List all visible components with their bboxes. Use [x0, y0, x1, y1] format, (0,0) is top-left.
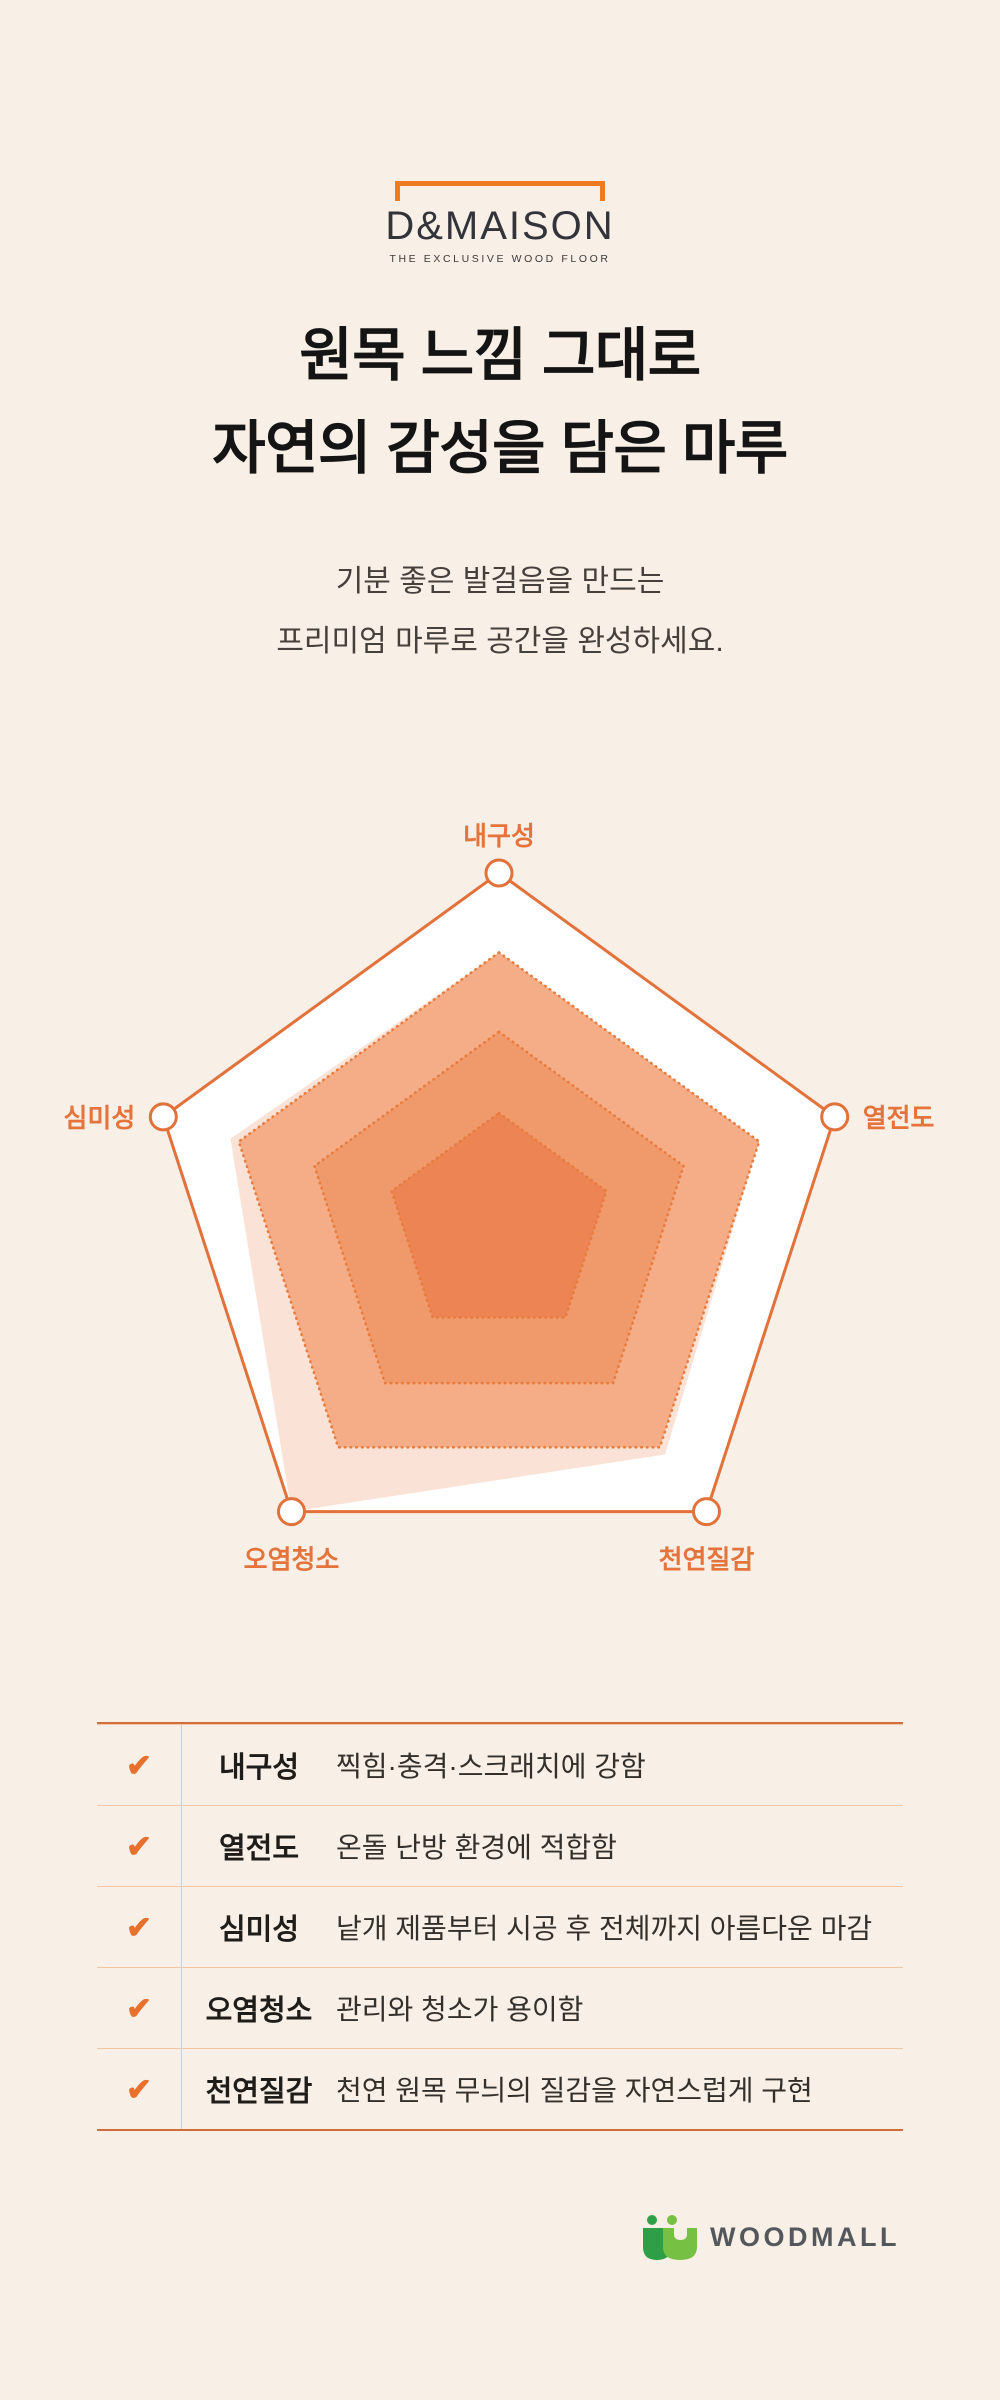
feature-desc: 천연 원목 무늬의 질감을 자연스럽게 구현: [336, 2075, 813, 2106]
radar-vertex-marker: [484, 858, 514, 888]
radar-axis-label: 열전도: [863, 1103, 935, 1133]
brand-tagline: THE EXCLUSIVE WOOD FLOOR: [389, 253, 611, 265]
brand-name: D&MAISON: [385, 204, 615, 248]
footer-brand: WOODMALL: [643, 2212, 900, 2262]
check-cell: ✔: [97, 2049, 182, 2129]
page-subtitle: 기분 좋은 발걸음을 만드는 프리미엄 마루로 공간을 완성하세요.: [0, 552, 1000, 672]
page-title: 원목 느낌 그대로 자연의 감성을 담은 마루: [0, 310, 1000, 496]
woodmall-wordmark: WOODMALL: [710, 2221, 900, 2252]
feature-desc: 찍힘·충격·스크래치에 강함: [336, 1751, 646, 1782]
radar-axis-label: 심미성: [64, 1103, 136, 1133]
table-row: ✔ 심미성 낱개 제품부터 시공 후 전체까지 아름다운 마감: [97, 1886, 903, 1967]
check-icon: ✔: [126, 1909, 152, 1945]
radar-ring-3: [390, 1111, 608, 1319]
headline-line-2: 자연의 감성을 담은 마루: [212, 415, 788, 481]
radar-axis-label: 오염청소: [244, 1545, 340, 1575]
table-row: ✔ 천연질감 천연 원목 무늬의 질감을 자연스럽게 구현: [97, 2048, 903, 2129]
brand-bracket-icon: [395, 181, 605, 201]
radar-vertex-marker: [820, 1102, 850, 1132]
check-cell: ✔: [97, 1968, 182, 2048]
check-icon: ✔: [126, 1828, 152, 1864]
headline-line-1: 원목 느낌 그대로: [299, 323, 701, 388]
feature-label: 오염청소: [205, 1995, 313, 2027]
radar-vertex-marker: [692, 1497, 721, 1527]
check-icon: ✔: [126, 2071, 152, 2107]
feature-label: 천연질감: [205, 2076, 313, 2108]
woodmall-icon: [643, 2215, 698, 2260]
feature-label: 열전도: [218, 1833, 300, 1865]
feature-label: 심미성: [218, 1914, 300, 1946]
table-row: ✔ 오염청소 관리와 청소가 용이함: [97, 1967, 903, 2048]
table-row: ✔ 내구성 찍힘·충격·스크래치에 강함: [97, 1724, 903, 1805]
subtitle-line-2: 프리미엄 마루로 공간을 완성하세요.: [276, 625, 724, 658]
radar-axis-label: 내구성: [463, 821, 535, 851]
subtitle-line-1: 기분 좋은 발걸음을 만드는: [335, 565, 665, 598]
radar-axis-label: 천연질감: [659, 1545, 755, 1575]
check-cell: ✔: [97, 1806, 182, 1886]
radar-vertex-marker: [148, 1102, 178, 1132]
brand-logo: D&MAISON THE EXCLUSIVE WOOD FLOOR: [0, 181, 1000, 265]
check-cell: ✔: [97, 1725, 182, 1805]
features-table: ✔ 내구성 찍힘·충격·스크래치에 강함 ✔ 열전도 온돌 난방 환경에 적합함…: [97, 1722, 903, 2131]
feature-desc: 낱개 제품부터 시공 후 전체까지 아름다운 마감: [336, 1913, 873, 1944]
feature-label: 내구성: [218, 1752, 300, 1784]
radar-vertex-marker: [277, 1497, 306, 1527]
check-icon: ✔: [126, 1990, 152, 2026]
feature-desc: 관리와 청소가 용이함: [336, 1994, 584, 2025]
check-icon: ✔: [126, 1747, 152, 1783]
feature-desc: 온돌 난방 환경에 적합함: [336, 1832, 617, 1863]
check-cell: ✔: [97, 1887, 182, 1967]
table-row: ✔ 열전도 온돌 난방 환경에 적합함: [97, 1805, 903, 1886]
